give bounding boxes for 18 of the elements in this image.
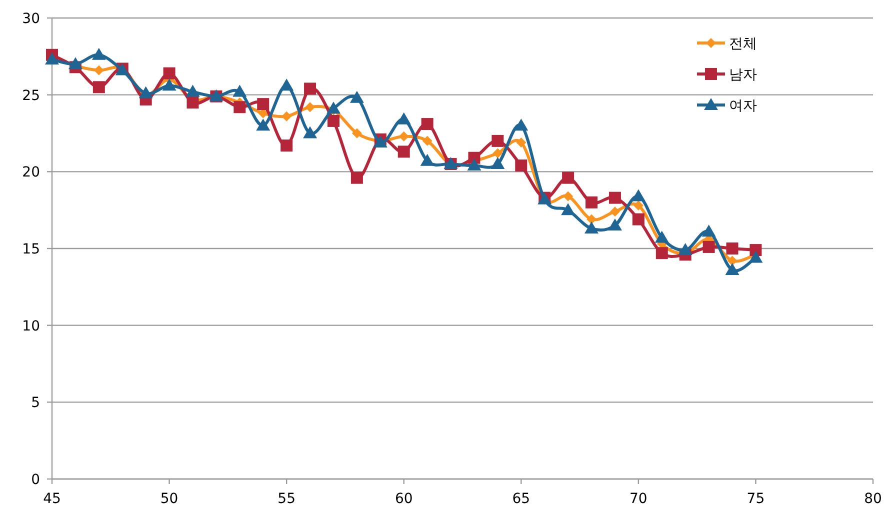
legend-label: 전체 [729,36,757,52]
y-tick-label: 25 [22,88,40,104]
y-tick-label: 0 [31,472,40,488]
y-tick-label: 10 [22,318,40,334]
x-tick-label: 60 [394,491,413,507]
y-tick-label: 15 [22,242,40,258]
y-tick-label: 20 [22,164,40,181]
legend-label: 여자 [729,98,757,114]
x-tick-label: 55 [278,491,296,507]
x-tick-label: 70 [630,491,648,507]
x-tick-label: 80 [864,491,882,507]
x-tick-label: 50 [160,491,178,507]
y-tick-label: 5 [31,395,40,412]
y-tick-label: 30 [22,11,40,27]
x-tick-label: 75 [746,491,765,507]
x-tick-label: 65 [512,491,530,507]
legend-label: 남자 [729,67,757,83]
x-tick-label: 45 [43,491,61,507]
